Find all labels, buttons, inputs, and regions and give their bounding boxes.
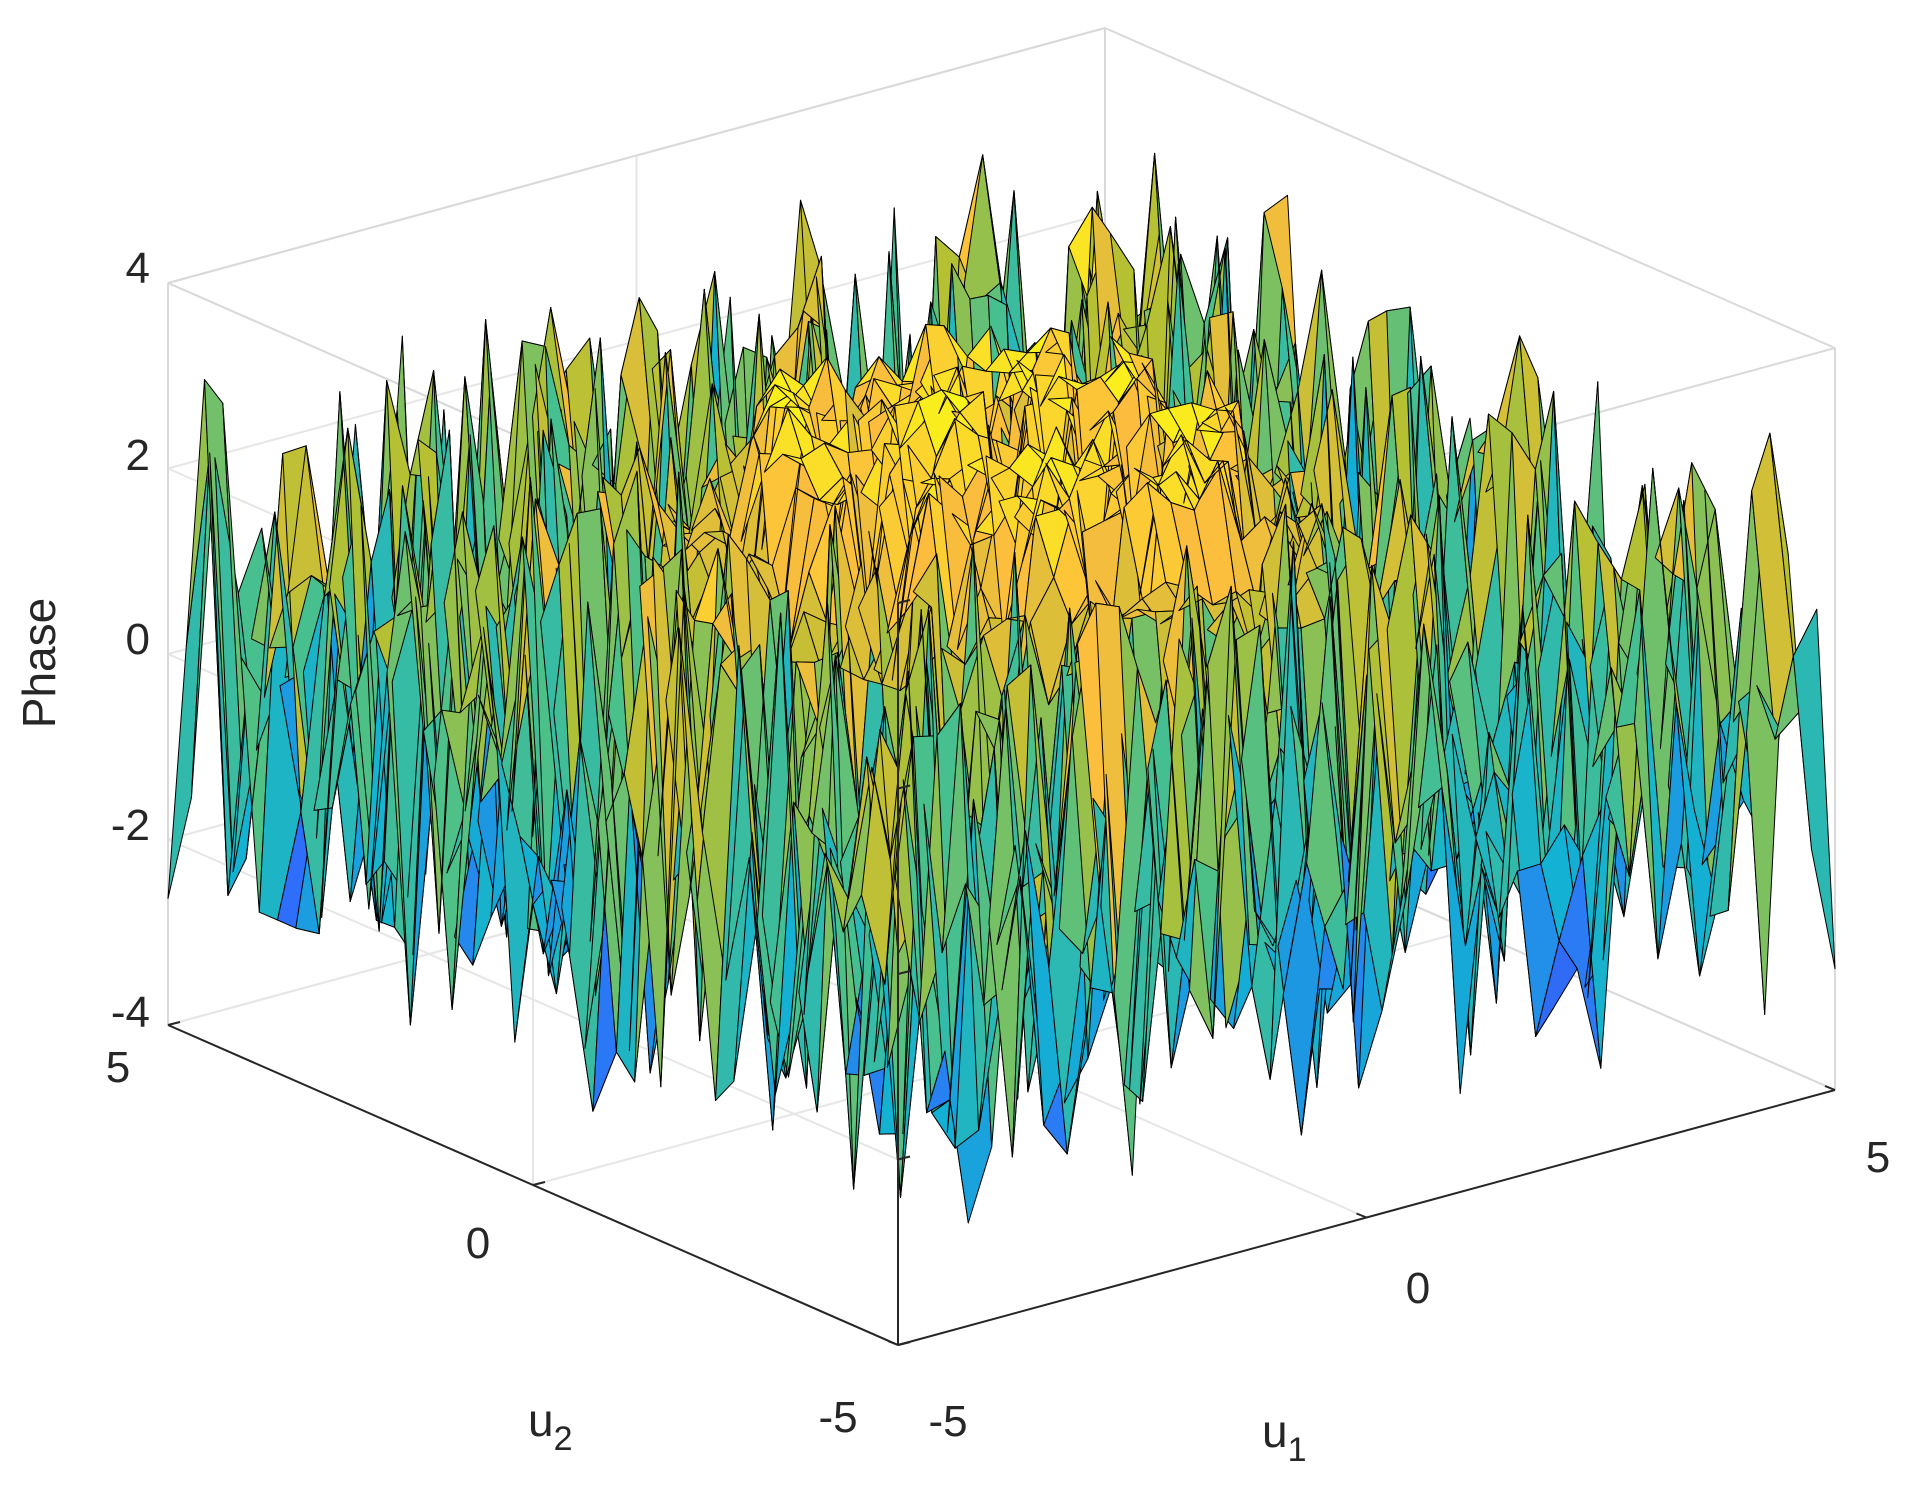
box-edge bbox=[167, 27, 1106, 284]
x-axis-label: u1 bbox=[1262, 1405, 1307, 1469]
z-axis-label: Phase bbox=[13, 598, 65, 728]
surface-face bbox=[1792, 608, 1836, 970]
y-tick bbox=[897, 1341, 911, 1346]
z-tick bbox=[897, 970, 911, 975]
x-tick bbox=[887, 1340, 899, 1346]
surface-face bbox=[167, 452, 211, 899]
y-axis-label: u2 bbox=[528, 1394, 573, 1458]
x-tick-label: 0 bbox=[1406, 1264, 1430, 1313]
y-axis-label-subscript: 2 bbox=[554, 1420, 573, 1458]
z-tick bbox=[897, 784, 911, 790]
y-tick-label: 5 bbox=[106, 1043, 130, 1092]
x-axis-label-subscript: 1 bbox=[1288, 1431, 1307, 1469]
z-tick-label: -2 bbox=[111, 801, 150, 850]
z-tick-label: 0 bbox=[126, 615, 150, 664]
tick-marks bbox=[167, 599, 1836, 1346]
z-tick bbox=[897, 1155, 911, 1161]
x-tick bbox=[1824, 1085, 1836, 1091]
z-tick-label: -4 bbox=[111, 988, 150, 1037]
box-edge bbox=[1104, 27, 1836, 349]
y-tick bbox=[532, 1181, 546, 1186]
x-tick bbox=[1356, 1212, 1367, 1219]
z-tick-label: 2 bbox=[126, 431, 150, 480]
x-tick-label: -5 bbox=[928, 1397, 967, 1446]
y-tick-label: 0 bbox=[466, 1219, 490, 1268]
z-tick bbox=[897, 599, 911, 604]
y-tick bbox=[167, 1021, 181, 1026]
z-tick-label: 4 bbox=[126, 244, 150, 293]
y-tick-label: -5 bbox=[818, 1393, 857, 1442]
y-axis-label-base: u bbox=[528, 1394, 554, 1446]
surface-mesh bbox=[167, 152, 1836, 1224]
x-axis-label-base: u bbox=[1262, 1405, 1288, 1457]
x-tick-label: 5 bbox=[1866, 1133, 1890, 1182]
